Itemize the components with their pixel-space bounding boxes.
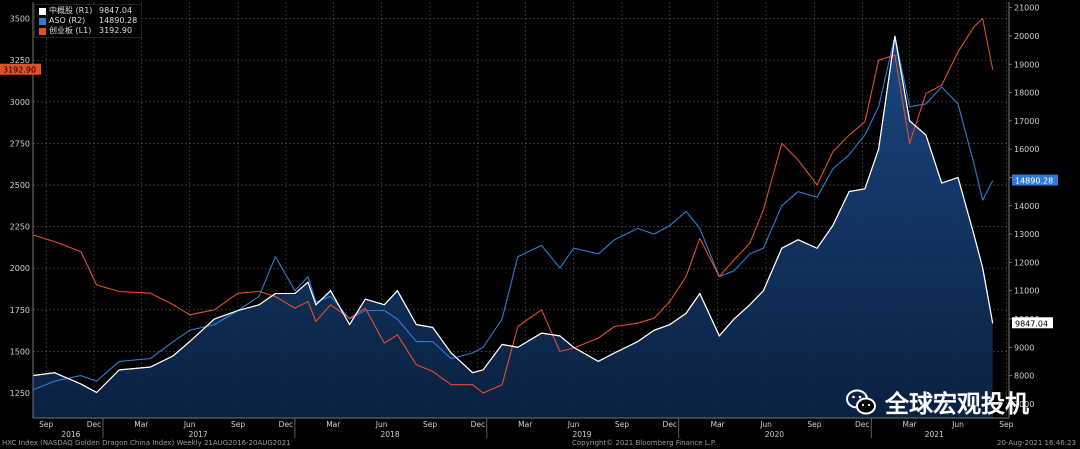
x-month-label: Sep bbox=[999, 420, 1013, 429]
footer-timestamp: 20-Aug-2021 16:46:23 bbox=[997, 439, 1076, 447]
left-tick-label: 1750 bbox=[10, 306, 30, 315]
footer: HXC Index (NASDAQ Golden Dragon China In… bbox=[0, 438, 1080, 449]
series-area-0 bbox=[33, 36, 993, 418]
legend-value: 9847.04 bbox=[99, 6, 133, 15]
x-month-label: Mar bbox=[518, 420, 533, 429]
legend-name: 创业板 (L1) bbox=[49, 26, 92, 35]
x-month-label: Mar bbox=[711, 420, 726, 429]
x-year-label: 2018 bbox=[381, 430, 400, 439]
x-year-label: 2019 bbox=[572, 430, 591, 439]
last-value-labels: 3192.90 14890.28 9847.04 bbox=[0, 63, 1058, 329]
left-tick-label: 1250 bbox=[10, 389, 30, 398]
last-value-left: 3192.90 bbox=[3, 66, 36, 75]
x-year-label: 2017 bbox=[189, 430, 208, 439]
plot-area bbox=[32, 18, 994, 418]
left-tick-label: 2250 bbox=[10, 223, 30, 232]
right-tick-label: 19000 bbox=[1014, 60, 1039, 69]
x-month-label: Jun bbox=[567, 420, 580, 429]
x-month-label: Dec bbox=[279, 420, 294, 429]
right-tick-label: 17000 bbox=[1014, 117, 1039, 126]
x-month-label: Sep bbox=[423, 420, 437, 429]
wechat-icon bbox=[846, 389, 876, 414]
x-month-label: Sep bbox=[807, 420, 821, 429]
legend-name: 中概股 (R1) bbox=[49, 6, 93, 15]
legend: 中概股 (R1) 9847.04 ASO (R2) 14890.28 创业板 (… bbox=[34, 4, 143, 38]
right-tick-label: 7000 bbox=[1014, 400, 1034, 409]
axes: 1250 1500 1750 2000 2250 2500 2750 3000 3250 3500… bbox=[10, 2, 1039, 439]
legend-swatch bbox=[39, 17, 46, 25]
x-month-label: Jun bbox=[183, 420, 196, 429]
footer-copyright: Copyright© 2021 Bloomberg Finance L.P. bbox=[572, 439, 717, 447]
watermark-text: 全球宏观投机 bbox=[885, 390, 1029, 418]
right-tick-label: 14000 bbox=[1014, 202, 1039, 211]
legend-item: ASO (R2) 14890.28 bbox=[39, 16, 137, 26]
left-tick-label: 2750 bbox=[10, 139, 30, 148]
series-line-top bbox=[32, 35, 994, 394]
last-value-hxc-box bbox=[1012, 317, 1053, 329]
right-tick-label: 8000 bbox=[1014, 372, 1034, 381]
x-month-label: Dec bbox=[855, 420, 870, 429]
left-tick-label: 3500 bbox=[10, 15, 30, 24]
x-month-label: Dec bbox=[87, 420, 102, 429]
x-year-label: 2016 bbox=[61, 430, 80, 439]
legend-value: 3192.90 bbox=[99, 26, 133, 35]
grid-lines bbox=[33, 2, 1009, 418]
right-tick-label: 16000 bbox=[1014, 145, 1039, 154]
right-tick-label: 21000 bbox=[1014, 4, 1039, 13]
watermark: 全球宏观投机 bbox=[845, 384, 1029, 419]
x-year-label: 2021 bbox=[925, 430, 944, 439]
x-month-label: Sep bbox=[231, 420, 245, 429]
footer-left: HXC Index (NASDAQ Golden Dragon China In… bbox=[2, 439, 291, 447]
legend-value: 14890.28 bbox=[99, 16, 138, 25]
left-tick-label: 1500 bbox=[10, 347, 30, 356]
x-month-label: Sep bbox=[39, 420, 53, 429]
left-tick-label: 3250 bbox=[10, 56, 30, 65]
legend-swatch bbox=[39, 7, 46, 15]
last-value-left-box bbox=[0, 63, 41, 75]
x-month-label: Jun bbox=[759, 420, 772, 429]
right-tick-label: 20000 bbox=[1014, 32, 1039, 41]
right-tick-label: 13000 bbox=[1014, 230, 1039, 239]
legend-swatch bbox=[39, 27, 46, 35]
right-tick-label: 11000 bbox=[1014, 287, 1039, 296]
right-tick-label: 12000 bbox=[1014, 258, 1039, 267]
left-tick-label: 2500 bbox=[10, 181, 30, 190]
left-tick-label: 2000 bbox=[10, 264, 30, 273]
legend-item: 创业板 (L1) 3192.90 bbox=[39, 26, 137, 36]
x-month-label: Jun bbox=[951, 420, 964, 429]
x-month-label: Sep bbox=[615, 420, 629, 429]
last-value-aso: 14890.28 bbox=[1015, 177, 1053, 186]
legend-name: ASO (R2) bbox=[49, 16, 86, 25]
last-value-hxc: 9847.04 bbox=[1015, 319, 1048, 328]
right-tick-label: 9000 bbox=[1014, 343, 1034, 352]
x-month-label: Mar bbox=[326, 420, 341, 429]
x-month-label: Mar bbox=[134, 420, 149, 429]
x-month-label: Dec bbox=[663, 420, 678, 429]
x-month-label: Dec bbox=[471, 420, 486, 429]
right-tick-label: 18000 bbox=[1014, 89, 1039, 98]
series-line-2 bbox=[32, 18, 994, 394]
x-year-label: 2020 bbox=[765, 430, 784, 439]
series-line-1 bbox=[32, 35, 994, 391]
x-month-label: Jun bbox=[375, 420, 388, 429]
last-value-aso-box bbox=[1012, 174, 1058, 186]
legend-item: 中概股 (R1) 9847.04 bbox=[39, 6, 137, 16]
left-tick-label: 3000 bbox=[10, 98, 30, 107]
x-month-label: Mar bbox=[903, 420, 918, 429]
